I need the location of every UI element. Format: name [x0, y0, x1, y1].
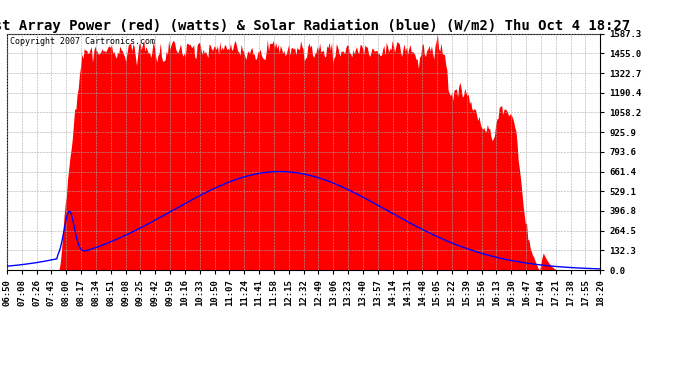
Title: East Array Power (red) (watts) & Solar Radiation (blue) (W/m2) Thu Oct 4 18:27: East Array Power (red) (watts) & Solar R… [0, 18, 630, 33]
Text: Copyright 2007 Cartronics.com: Copyright 2007 Cartronics.com [10, 37, 155, 46]
